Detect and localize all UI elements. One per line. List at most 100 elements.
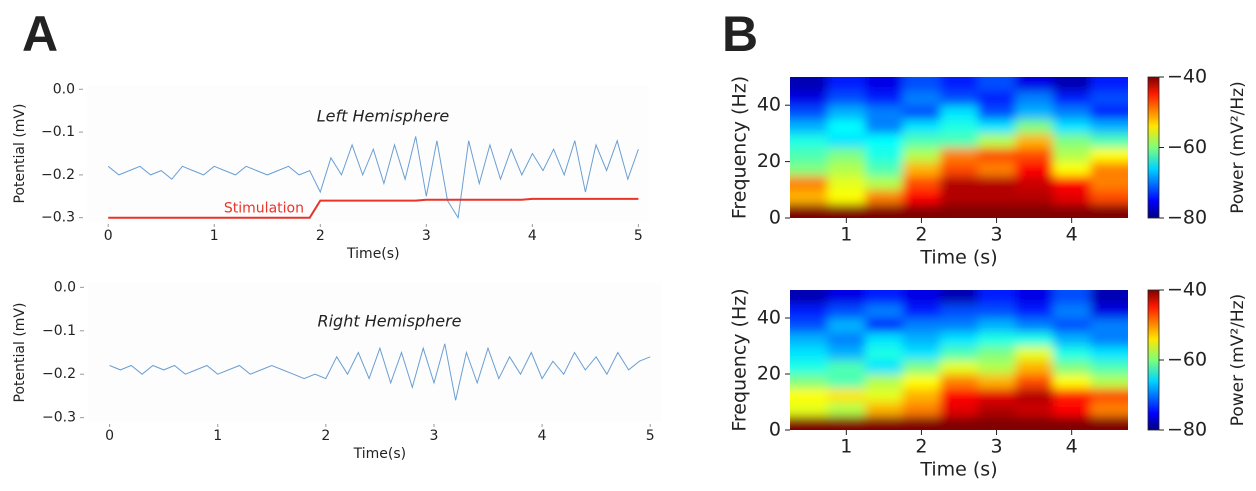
heatmap-cell <box>827 388 866 403</box>
heatmap-cell <box>940 374 979 389</box>
x-tick-label: 1 <box>840 224 852 246</box>
x-tick-label: 2 <box>915 436 927 458</box>
heatmap-cell <box>977 175 1016 191</box>
heatmap-cell <box>865 402 904 417</box>
colorbar-tick-label: −80 <box>1167 207 1207 229</box>
heatmap-cell <box>977 388 1016 403</box>
chart-title: Right Hemisphere <box>317 312 461 331</box>
heatmap-cell <box>902 147 941 163</box>
heatmap-cell <box>865 388 904 403</box>
heatmap-cell <box>827 77 866 92</box>
heatmap-cell <box>902 77 941 92</box>
heatmap-cell <box>827 133 866 148</box>
heatmap-cell <box>865 360 904 375</box>
heatmap-cell <box>940 203 979 218</box>
y-tick-label: −0.3 <box>42 410 76 426</box>
heatmap-cell <box>827 402 866 417</box>
heatmap-cell <box>1090 346 1128 361</box>
heatmap-cell <box>940 346 979 361</box>
heatmap-cell <box>1090 388 1128 403</box>
heatmap-cell <box>902 91 941 106</box>
y-tick-label: −0.1 <box>41 124 75 140</box>
heatmap-cell <box>1015 374 1054 389</box>
heatmap-cell <box>790 161 829 177</box>
heatmap-cell <box>977 147 1016 163</box>
heatmap-cell <box>1015 304 1054 319</box>
panel-label: A <box>22 6 58 62</box>
heatmap-cell <box>1052 304 1091 319</box>
x-tick-label: 3 <box>430 428 439 444</box>
heatmap-cell <box>827 332 866 347</box>
heatmap-cell <box>865 175 904 191</box>
heatmap-cell <box>1052 346 1091 361</box>
x-tick-label: 3 <box>422 228 431 244</box>
heatmap-cell <box>1015 388 1054 403</box>
heatmap-cell <box>902 318 941 333</box>
heatmap-cell <box>865 318 904 333</box>
heatmap-cell <box>977 402 1016 417</box>
heatmap-cell <box>827 203 866 218</box>
heatmap-cell <box>977 105 1016 120</box>
heatmap-cell <box>1052 147 1091 163</box>
heatmap-cell <box>902 133 941 148</box>
heatmap-cell <box>790 318 829 333</box>
heatmap-cell <box>977 203 1016 218</box>
heatmap-cell <box>1090 416 1128 430</box>
x-axis-label: Time(s) <box>353 446 406 462</box>
heatmap-cell <box>790 147 829 163</box>
x-tick-label: 5 <box>646 428 655 444</box>
heatmap-cell <box>940 119 979 134</box>
heatmap-cell <box>1052 133 1091 148</box>
heatmap-cell <box>902 402 941 417</box>
x-tick-label: 4 <box>1066 436 1078 458</box>
heatmap-blur <box>790 77 1128 218</box>
heatmap-cell <box>902 416 941 430</box>
heatmap-cell <box>1090 290 1128 305</box>
heatmap-cell <box>977 318 1016 333</box>
heatmap-cell <box>940 388 979 403</box>
heatmap-cell <box>1090 133 1128 148</box>
heatmap-cell <box>1052 77 1091 92</box>
y-tick-label: 20 <box>757 150 781 172</box>
chart-title: Left Hemisphere <box>317 107 450 126</box>
heatmap-cell <box>977 133 1016 148</box>
x-tick-label: 0 <box>104 228 113 244</box>
x-tick-label: 2 <box>915 224 927 246</box>
heatmap-cell <box>865 304 904 319</box>
heatmap-cell <box>902 360 941 375</box>
heatmap-cell <box>977 290 1016 305</box>
heatmap-cell <box>790 374 829 389</box>
heatmap-cell <box>940 416 979 430</box>
heatmap-cell <box>1015 133 1054 148</box>
heatmap-cell <box>940 91 979 106</box>
heatmap-cell <box>790 346 829 361</box>
y-axis-label: Potential (mV) <box>12 303 28 403</box>
heatmap-cell <box>977 161 1016 177</box>
heatmap-cell <box>902 105 941 120</box>
heatmap-cell <box>902 346 941 361</box>
heatmap-cell <box>865 77 904 92</box>
heatmap-cell <box>940 189 979 205</box>
heatmap-cell <box>790 304 829 319</box>
heatmap-cell <box>865 91 904 106</box>
colorbar-tick-label: −60 <box>1167 349 1207 371</box>
heatmap-cell <box>790 388 829 403</box>
heatmap-cell <box>827 161 866 177</box>
heatmap-cell <box>827 189 866 205</box>
heatmap-cell <box>827 175 866 191</box>
heatmap-cell <box>1015 119 1054 134</box>
y-axis-label: Frequency (Hz) <box>729 76 751 219</box>
colorbar <box>1147 289 1160 431</box>
heatmap-cell <box>902 119 941 134</box>
heatmap-cell <box>865 374 904 389</box>
x-tick-label: 3 <box>991 224 1003 246</box>
heatmap-cell <box>940 175 979 191</box>
heatmap-cell <box>1052 189 1091 205</box>
panel-label: B <box>722 6 758 62</box>
heatmap-cell <box>790 416 829 430</box>
heatmap-cell <box>790 203 829 218</box>
y-tick-label: 40 <box>757 307 781 329</box>
x-tick-label: 4 <box>538 428 547 444</box>
heatmap-cell <box>977 189 1016 205</box>
